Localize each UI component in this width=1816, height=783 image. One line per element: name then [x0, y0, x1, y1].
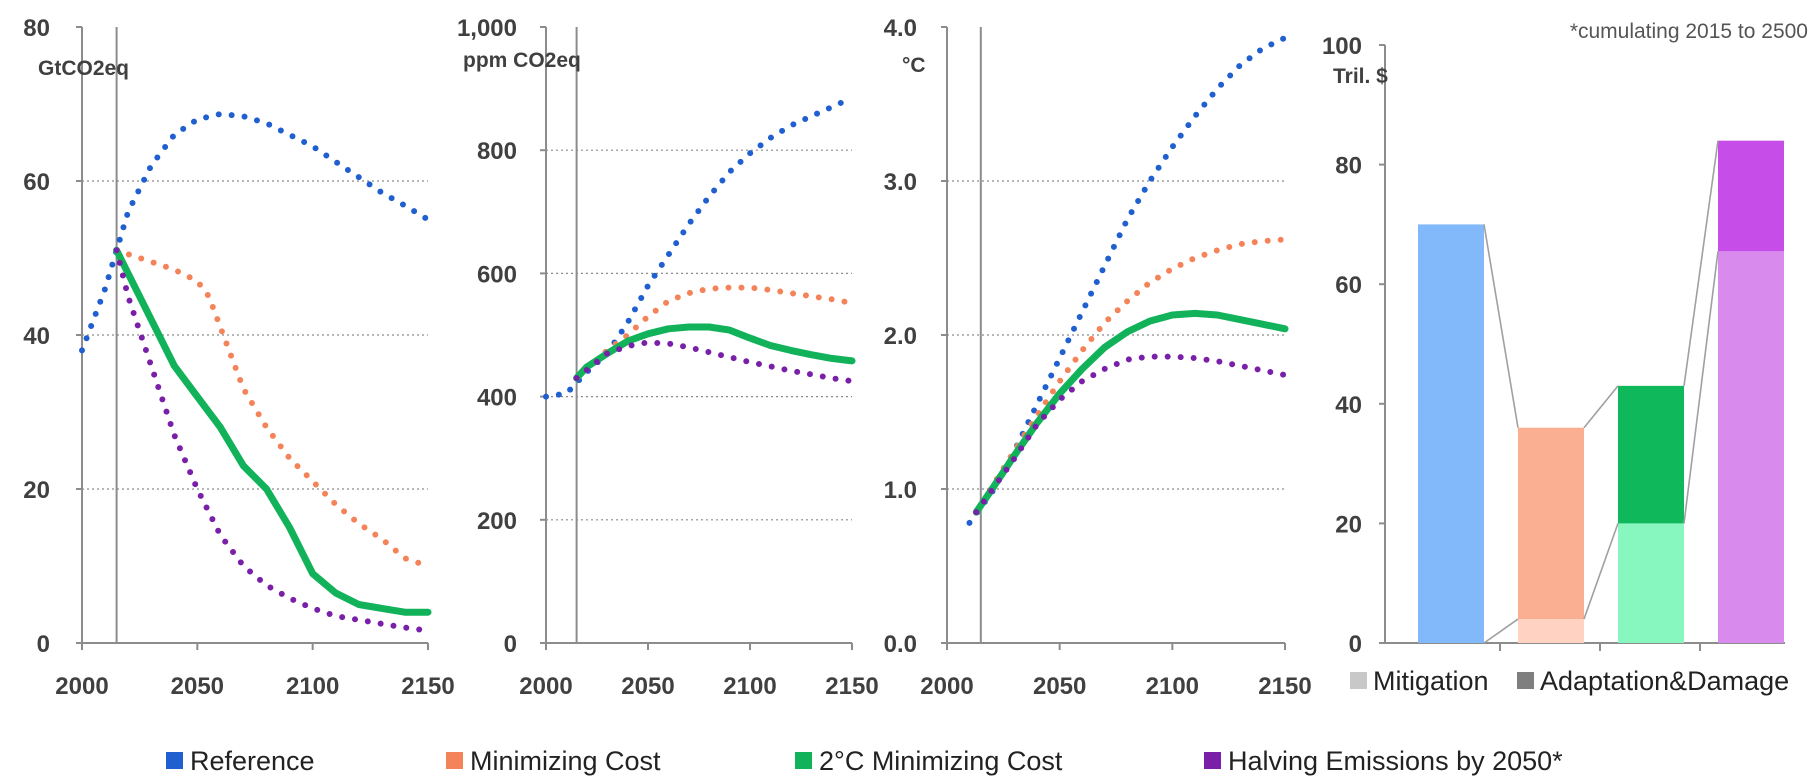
- x-tick-label: 2150: [1258, 673, 1311, 700]
- connector-line: [1583, 523, 1619, 620]
- panel-4: 0 20 40 60 80 100 Tril. $ Mitigation Adaptation&…: [1322, 20, 1808, 696]
- series-line-minimizing_cost: [973, 236, 1288, 516]
- series-line-halving: [113, 247, 431, 634]
- y-tick-label: 100: [1322, 33, 1362, 60]
- y-tick-label: 80: [23, 15, 50, 42]
- footnote: *cumulating 2015 to 2500: [1570, 20, 1808, 43]
- y-tick-label: 0: [37, 631, 50, 658]
- x-tick-label: 2150: [401, 673, 454, 700]
- y-tick-label: 40: [23, 323, 50, 350]
- y-unit-label: Tril. $: [1333, 65, 1388, 88]
- x-tick-label: 2050: [171, 673, 224, 700]
- y-unit-label: ppm CO2eq: [463, 49, 581, 72]
- y-tick-label: 20: [1335, 511, 1362, 538]
- legend-swatch-halving: [1204, 752, 1221, 769]
- series-line-minimizing_cost: [113, 247, 431, 569]
- bar-mitigation-two_deg: [1618, 523, 1684, 643]
- y-tick-label: 600: [477, 261, 517, 288]
- legend-swatch-reference: [166, 752, 183, 769]
- series-line-reference: [79, 110, 431, 354]
- y-tick-label: 60: [1335, 272, 1362, 299]
- y-tick-label: 400: [477, 385, 517, 412]
- series-line-halving: [573, 339, 855, 385]
- panel-1: 0 20 40 60 80 2000 2050 2100 2150 GtCO2eq: [23, 15, 454, 700]
- series-line-two_deg: [573, 323, 856, 382]
- legend-swatch-two_deg: [795, 752, 812, 769]
- series-legend: Reference Minimizing Cost 2°C Minimizing C…: [166, 746, 1563, 776]
- x-tick-label: 2050: [1033, 673, 1086, 700]
- legend-swatch-adaptation: [1517, 672, 1534, 689]
- y-tick-label: 40: [1335, 392, 1362, 419]
- x-tick-label: 2150: [825, 673, 878, 700]
- y-tick-label: 60: [23, 169, 50, 196]
- y-unit-label: °C: [902, 54, 926, 77]
- x-tick-label: 2000: [55, 673, 108, 700]
- x-tick-label: 2100: [1146, 673, 1199, 700]
- x-tick-label: 2000: [920, 673, 973, 700]
- legend-swatch-mitigation: [1350, 672, 1367, 689]
- series-line-minimizing_cost: [573, 284, 855, 382]
- x-tick-label: 2050: [621, 673, 674, 700]
- y-tick-label: 0: [504, 631, 517, 658]
- legend-swatch-minimizing_cost: [446, 752, 463, 769]
- legend-label-two_deg: 2°C Minimizing Cost: [819, 746, 1063, 776]
- legend-label-adaptation: Adaptation&Damage: [1540, 666, 1789, 696]
- legend-label-reference: Reference: [190, 746, 315, 776]
- legend-label-halving: Halving Emissions by 2050*: [1228, 746, 1563, 776]
- y-tick-label: 1.0: [884, 477, 917, 504]
- bar-adaptation-two_deg: [1618, 385, 1684, 524]
- y-tick-label: 0: [1349, 631, 1362, 658]
- connector-line: [1683, 140, 1719, 386]
- connector-line: [1583, 385, 1619, 429]
- y-tick-label: 3.0: [884, 169, 917, 196]
- connector-line: [1483, 618, 1519, 644]
- bar-adaptation-minimizing_cost: [1518, 427, 1584, 620]
- y-tick-label: 20: [23, 477, 50, 504]
- connector-line: [1483, 224, 1519, 428]
- panel-3: 0.0 1.0 2.0 3.0 4.0 2000 2050 2100 2150 °C: [884, 15, 1312, 700]
- y-tick-label: 1,000: [457, 15, 517, 42]
- y-tick-label: 4.0: [884, 15, 917, 42]
- y-tick-label: 2.0: [884, 323, 917, 350]
- y-tick-label: 800: [477, 138, 517, 165]
- bar-mitigation-halving: [1718, 251, 1784, 643]
- y-unit-label: GtCO2eq: [38, 57, 129, 80]
- x-tick-label: 2100: [723, 673, 776, 700]
- bar-mitigation-minimizing_cost: [1518, 619, 1584, 643]
- connector-line: [1683, 251, 1719, 524]
- series-line-two_deg: [113, 246, 432, 616]
- series-line-two_deg: [972, 309, 1289, 516]
- bar-adaptation-halving: [1718, 140, 1784, 252]
- y-tick-label: 0.0: [884, 631, 917, 658]
- legend-label-mitigation: Mitigation: [1373, 666, 1489, 696]
- x-tick-label: 2100: [286, 673, 339, 700]
- legend-label-minimizing_cost: Minimizing Cost: [470, 746, 661, 776]
- panel-2: 0 200 400 600 800 1,000 2000 2050 2100 2150 ppm CO…: [457, 15, 879, 700]
- y-tick-label: 200: [477, 508, 517, 535]
- x-tick-label: 2000: [519, 673, 572, 700]
- y-tick-label: 80: [1335, 153, 1362, 180]
- bar-adaptation-reference: [1418, 224, 1484, 643]
